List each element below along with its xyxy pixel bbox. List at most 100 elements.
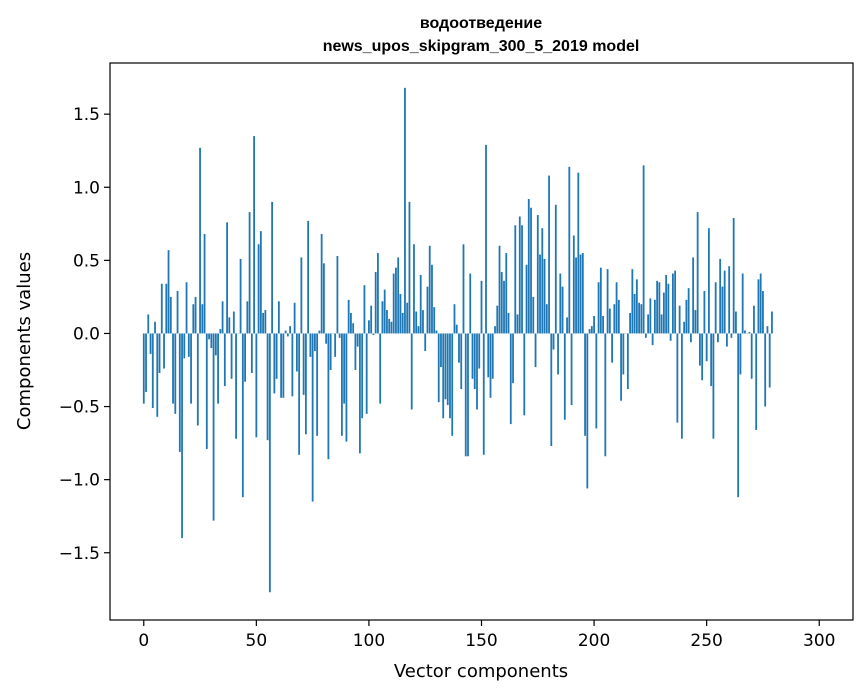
bar-145 bbox=[469, 273, 472, 334]
bar-87 bbox=[338, 333, 341, 338]
bar-28 bbox=[205, 333, 208, 449]
bar-1 bbox=[145, 333, 147, 392]
bar-215 bbox=[626, 333, 629, 390]
bar-177 bbox=[541, 228, 544, 334]
x-tick-label: 150 bbox=[465, 631, 497, 651]
bar-199 bbox=[590, 326, 593, 334]
y-axis-label: Components values bbox=[14, 252, 35, 430]
bar-82 bbox=[327, 333, 330, 460]
y-tick-label: −1.5 bbox=[59, 544, 100, 564]
bar-171 bbox=[527, 198, 530, 334]
bar-46 bbox=[246, 301, 249, 334]
bar-45 bbox=[244, 333, 246, 382]
bar-264 bbox=[737, 333, 740, 498]
bar-77 bbox=[316, 333, 319, 436]
bar-160 bbox=[503, 280, 505, 334]
bar-170 bbox=[525, 264, 528, 334]
bar-61 bbox=[280, 333, 283, 398]
bar-187 bbox=[563, 333, 566, 420]
bar-238 bbox=[678, 305, 681, 334]
bar-269 bbox=[748, 331, 751, 334]
chart-title: водоотведение bbox=[420, 15, 542, 32]
bar-138 bbox=[453, 304, 456, 334]
bar-265 bbox=[739, 333, 742, 375]
bar-81 bbox=[325, 333, 328, 344]
bar-224 bbox=[647, 314, 650, 334]
bar-43 bbox=[239, 258, 242, 334]
bar-256 bbox=[719, 258, 722, 334]
bar-185 bbox=[559, 273, 562, 334]
bar-250 bbox=[705, 333, 708, 362]
x-tick-label: 0 bbox=[138, 631, 149, 651]
bar-6 bbox=[156, 333, 159, 417]
bar-11 bbox=[167, 250, 170, 334]
bar-221 bbox=[640, 304, 643, 334]
bar-86 bbox=[336, 255, 339, 334]
bar-156 bbox=[494, 326, 496, 334]
bar-117 bbox=[406, 302, 409, 334]
bar-118 bbox=[408, 201, 411, 334]
bar-68 bbox=[295, 333, 298, 372]
bar-70 bbox=[300, 257, 303, 334]
bar-105 bbox=[379, 333, 382, 404]
bar-207 bbox=[608, 308, 611, 334]
bar-153 bbox=[487, 333, 490, 378]
bar-78 bbox=[318, 330, 321, 334]
bar-101 bbox=[370, 305, 373, 334]
bar-20 bbox=[187, 333, 190, 357]
bar-146 bbox=[471, 333, 474, 379]
bar-241 bbox=[685, 299, 688, 334]
bar-225 bbox=[649, 298, 652, 334]
bar-210 bbox=[615, 282, 618, 334]
bar-190 bbox=[570, 333, 573, 406]
bar-121 bbox=[415, 311, 418, 334]
bar-182 bbox=[552, 333, 555, 350]
bar-102 bbox=[372, 333, 375, 335]
bar-230 bbox=[660, 314, 663, 334]
bar-198 bbox=[588, 329, 591, 334]
bar-51 bbox=[257, 244, 260, 334]
bar-57 bbox=[271, 201, 274, 334]
bar-119 bbox=[410, 333, 413, 410]
bar-122 bbox=[417, 326, 420, 334]
bar-80 bbox=[322, 263, 325, 334]
bar-98 bbox=[363, 285, 366, 334]
bar-202 bbox=[597, 282, 600, 334]
bar-50 bbox=[255, 333, 258, 438]
bar-213 bbox=[622, 333, 625, 375]
bar-175 bbox=[536, 215, 539, 334]
bar-179 bbox=[545, 304, 548, 334]
bar-100 bbox=[368, 320, 370, 334]
bar-3 bbox=[149, 333, 152, 354]
bar-92 bbox=[350, 312, 352, 334]
bar-88 bbox=[341, 333, 343, 436]
bar-64 bbox=[286, 333, 289, 337]
bar-159 bbox=[500, 272, 503, 334]
bar-116 bbox=[404, 87, 406, 334]
bar-228 bbox=[656, 280, 659, 334]
x-tick-label: 300 bbox=[803, 631, 835, 651]
bar-83 bbox=[329, 333, 332, 371]
y-axis-ticks: −1.5 −1.0 −0.5 0.0 0.5 1.0 1.5 bbox=[59, 105, 110, 564]
bar-32 bbox=[214, 333, 217, 356]
bar-155 bbox=[491, 333, 494, 379]
bar-206 bbox=[606, 269, 609, 334]
bar-135 bbox=[446, 333, 449, 406]
bar-273 bbox=[757, 279, 760, 334]
bar-278 bbox=[768, 333, 771, 388]
bar-35 bbox=[221, 301, 224, 334]
bar-99 bbox=[365, 333, 368, 414]
bar-111 bbox=[392, 273, 395, 334]
bar-263 bbox=[735, 311, 737, 334]
bar-174 bbox=[534, 333, 537, 368]
x-axis-label: Vector components bbox=[394, 661, 568, 682]
bar-181 bbox=[550, 333, 553, 447]
bar-113 bbox=[397, 257, 400, 334]
x-tick-label: 250 bbox=[690, 631, 722, 651]
bar-13 bbox=[172, 333, 174, 404]
bar-246 bbox=[696, 212, 699, 334]
bar-142 bbox=[462, 244, 465, 334]
bar-44 bbox=[241, 333, 244, 498]
bar-29 bbox=[208, 333, 210, 340]
